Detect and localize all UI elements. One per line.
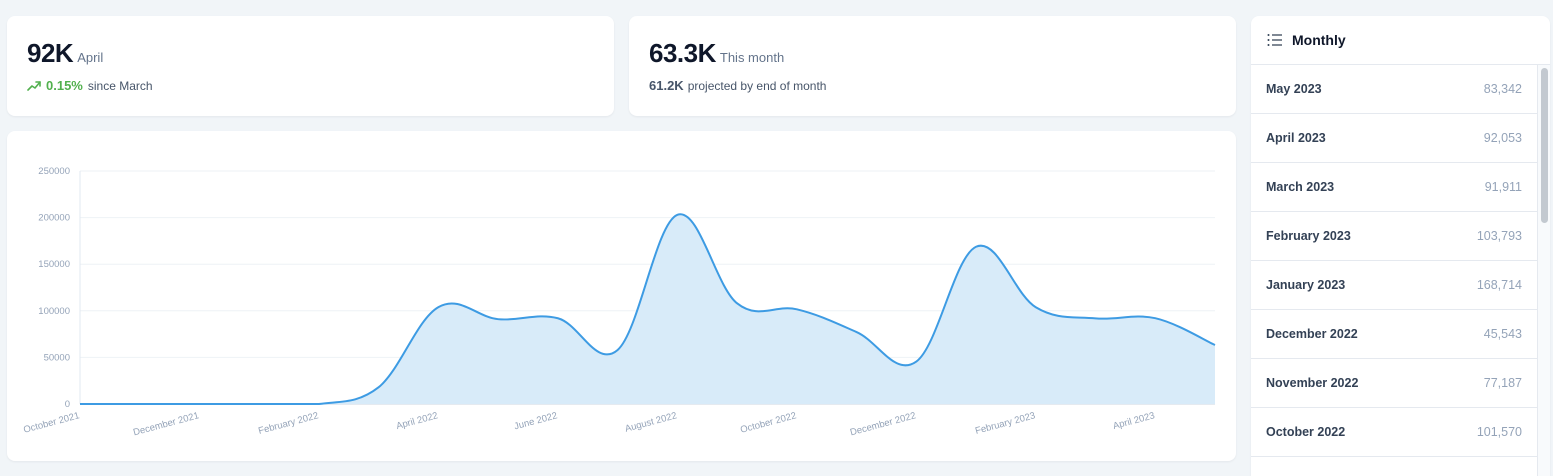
month-value: 103,793	[1476, 229, 1522, 243]
month-value: 92,053	[1483, 131, 1522, 145]
x-tick-label: April 2022	[395, 410, 439, 432]
list-item[interactable]: February 2023 103,793	[1251, 212, 1537, 261]
month-value: 77,187	[1483, 376, 1522, 390]
month-value: 45,543	[1483, 327, 1522, 341]
x-tick-label: October 2022	[739, 410, 797, 436]
series-line	[80, 213, 1216, 405]
month-label: October 2022	[1266, 425, 1346, 439]
list-item[interactable]: January 2023 168,714	[1251, 261, 1537, 310]
scrollbar[interactable]	[1537, 65, 1550, 476]
y-tick-label: 150000	[38, 259, 70, 270]
trending-up-icon	[27, 80, 41, 91]
stat-card-this-month: 63.3K This month 61.2K projected by end …	[629, 16, 1236, 116]
stat-change: 0.15%	[46, 78, 83, 93]
month-label: March 2023	[1266, 180, 1335, 194]
monthly-panel: Monthly May 2023 83,342 April 2023 92,053 …	[1251, 16, 1550, 476]
list-item[interactable]: November 2022 77,187	[1251, 359, 1537, 408]
stat-value: 92K	[27, 38, 74, 68]
monthly-panel-title: Monthly	[1292, 32, 1346, 48]
stat-card-april: 92K April 0.15% since March	[7, 16, 614, 116]
month-value: 91,911	[1484, 180, 1522, 194]
y-tick-label: 50000	[44, 352, 70, 363]
x-tick-label: August 2022	[624, 410, 678, 434]
month-value: 83,342	[1483, 82, 1522, 96]
list-item[interactable]: October 2022 101,570	[1251, 408, 1537, 457]
month-label: April 2023	[1266, 131, 1326, 145]
list-item[interactable]: May 2023 83,342	[1251, 65, 1537, 114]
list-item[interactable]: December 2022 45,543	[1251, 310, 1537, 359]
list-item[interactable]: April 2023 92,053	[1251, 114, 1537, 163]
chart-card: 0 50000 100000 150000 200000 250000 October 20…	[7, 131, 1236, 461]
month-label: November 2022	[1266, 376, 1359, 390]
stat-change-label: since March	[87, 78, 153, 93]
month-label: May 2023	[1266, 82, 1322, 96]
scrollbar-thumb[interactable]	[1541, 68, 1548, 223]
stat-period: April	[77, 50, 104, 65]
x-tick-label: October 2021	[22, 410, 80, 436]
area-chart: 0 50000 100000 150000 200000 250000 October 20…	[22, 166, 1216, 438]
y-tick-label: 0	[65, 399, 70, 410]
month-value: 168,714	[1476, 278, 1522, 292]
monthly-panel-header: Monthly	[1251, 16, 1550, 65]
month-label: January 2023	[1266, 278, 1346, 292]
list-item[interactable]: March 2023 91,911	[1251, 163, 1537, 212]
monthly-list: May 2023 83,342 April 2023 92,053 March 20…	[1251, 65, 1537, 457]
y-tick-label: 100000	[38, 306, 70, 317]
x-tick-label: December 2021	[132, 410, 200, 438]
y-tick-label: 200000	[38, 213, 70, 224]
x-tick-label: June 2022	[513, 410, 559, 432]
month-value: 101,570	[1476, 425, 1522, 439]
month-label: February 2023	[1266, 229, 1351, 243]
x-tick-label: December 2022	[849, 410, 917, 438]
area-fill	[80, 214, 1215, 404]
x-tick-label: February 2023	[974, 410, 1037, 437]
y-tick-label: 250000	[38, 166, 70, 177]
x-tick-label: April 2023	[1112, 410, 1156, 432]
list-icon	[1267, 34, 1282, 46]
stat-value: 63.3K	[649, 38, 716, 68]
projected-value: 61.2K	[649, 78, 684, 93]
projected-label: projected by end of month	[687, 78, 827, 93]
stat-period: This month	[719, 50, 785, 65]
month-label: December 2022	[1266, 327, 1358, 341]
x-tick-label: February 2022	[257, 410, 320, 437]
